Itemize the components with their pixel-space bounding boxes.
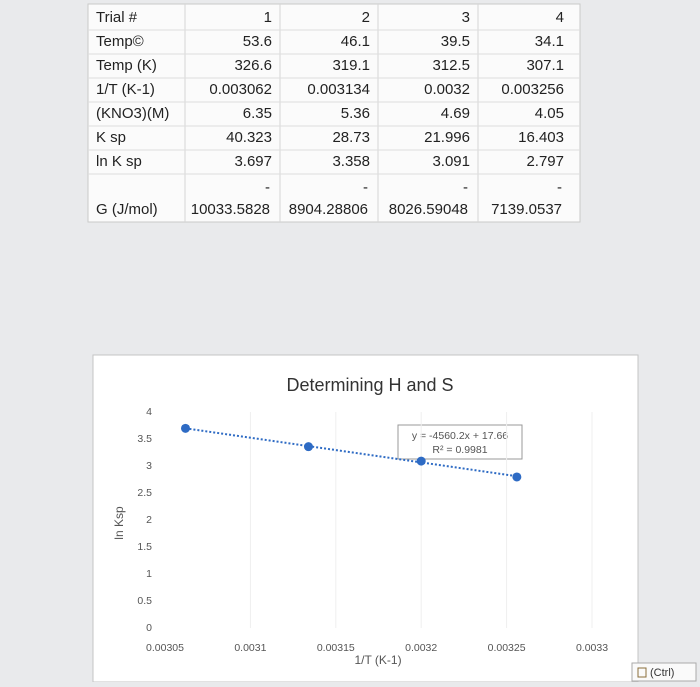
table-cell: 7139.0537 [491, 201, 562, 218]
data-point [512, 472, 522, 482]
table-cell: 2.797 [526, 153, 564, 170]
table-cell: (KNO3)(M) [96, 105, 169, 122]
table-cell: Temp (K) [96, 57, 157, 74]
table-cell: Trial # [96, 9, 138, 26]
x-tick-label: 0.0031 [234, 642, 266, 654]
chart-area [92, 354, 639, 683]
table-cell: 3.091 [432, 153, 470, 170]
table-cell: Temp© [96, 33, 144, 50]
table-cell: 307.1 [526, 57, 564, 74]
table-cell: 5.36 [341, 105, 370, 122]
table-cell: 319.1 [332, 57, 370, 74]
y-tick-label: 0.5 [137, 595, 152, 607]
table-cell: 4.05 [535, 105, 564, 122]
data-point [416, 456, 426, 466]
ctrl-label: (Ctrl) [650, 667, 674, 679]
trendline-label-box [397, 424, 523, 460]
table-cell: 6.35 [243, 105, 272, 122]
table-cell: 326.6 [234, 57, 272, 74]
table-cell: 0.003134 [307, 81, 370, 98]
table-cell: 4 [556, 9, 564, 26]
table-cell: 4.69 [441, 105, 470, 122]
table-cell: 3.697 [234, 153, 272, 170]
sign-cell: - [363, 179, 368, 196]
y-tick-label: 3.5 [137, 433, 152, 445]
table-cell: 34.1 [535, 33, 564, 50]
table-cell: 312.5 [432, 57, 470, 74]
y-tick-label: 4 [146, 406, 152, 418]
table-cell: 3 [462, 9, 470, 26]
x-tick-label: 0.00315 [317, 642, 355, 654]
table-cell: 16.403 [518, 129, 564, 146]
table-cell: 0.0032 [424, 81, 470, 98]
table-cell: 0.003256 [501, 81, 564, 98]
table-cell: 1 [264, 9, 272, 26]
table-cell: 8904.28806 [289, 201, 368, 218]
x-axis-label: 1/T (K-1) [354, 653, 401, 667]
table-cell: 10033.5828 [191, 201, 270, 218]
y-tick-label: 2.5 [137, 487, 152, 499]
table-cell: 39.5 [441, 33, 470, 50]
table-cell: 46.1 [341, 33, 370, 50]
y-tick-label: 3 [146, 460, 152, 472]
sign-cell: - [557, 179, 562, 196]
y-tick-label: 1.5 [137, 541, 152, 553]
table-cell: 28.73 [332, 129, 370, 146]
table-cell: 8026.59048 [389, 201, 468, 218]
table-cell: 1/T (K-1) [96, 81, 155, 98]
table-cell: ln K sp [96, 153, 142, 170]
clipboard-icon [637, 667, 647, 678]
data-point [180, 423, 190, 433]
chart-title: Determining H and S [286, 375, 453, 395]
table-cell: 21.996 [424, 129, 470, 146]
x-tick-label: 0.00325 [488, 642, 526, 654]
table-cell: 2 [362, 9, 370, 26]
y-axis-label: ln Ksp [112, 506, 126, 540]
table-cell: 53.6 [243, 33, 272, 50]
table-cell: 0.003062 [209, 81, 272, 98]
x-tick-label: 0.00305 [146, 642, 184, 654]
table-cell: G (J/mol) [96, 201, 158, 218]
data-point [303, 442, 313, 452]
table-cell: 40.323 [226, 129, 272, 146]
table-cell: 3.358 [332, 153, 370, 170]
sign-cell: - [463, 179, 468, 196]
y-tick-label: 0 [146, 622, 152, 634]
paste-options-button[interactable] [631, 662, 697, 682]
trendline-r2: R² = 0.9981 [432, 444, 487, 456]
y-tick-label: 2 [146, 514, 152, 526]
sign-cell: - [265, 179, 270, 196]
y-tick-label: 1 [146, 568, 152, 580]
table-background [87, 3, 581, 223]
trendline-equation: y = -4560.2x + 17.66 [412, 430, 508, 442]
x-tick-label: 0.0033 [576, 642, 608, 654]
table-cell: K sp [96, 129, 126, 146]
x-tick-label: 0.0032 [405, 642, 437, 654]
